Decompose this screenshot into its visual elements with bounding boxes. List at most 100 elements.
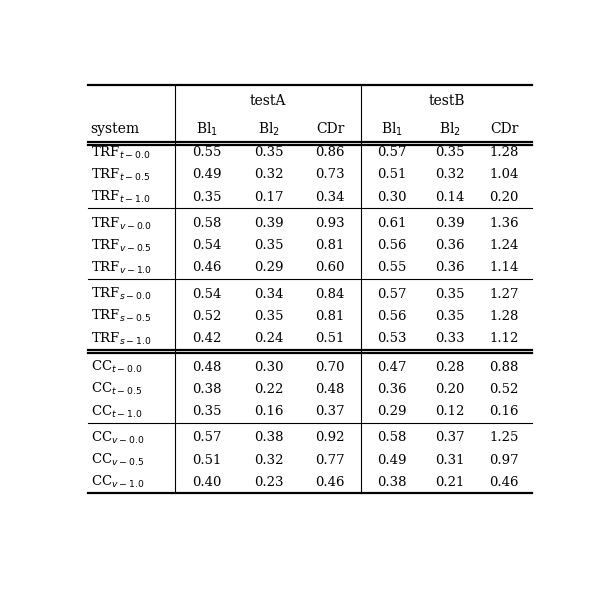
- Text: testB: testB: [428, 94, 465, 108]
- Text: 0.30: 0.30: [254, 360, 284, 374]
- Text: 0.36: 0.36: [377, 383, 407, 396]
- Text: 0.38: 0.38: [377, 476, 407, 489]
- Text: 0.51: 0.51: [193, 453, 222, 466]
- Text: 0.60: 0.60: [315, 261, 344, 274]
- Text: 0.48: 0.48: [193, 360, 222, 374]
- Text: Bl$_2$: Bl$_2$: [258, 120, 280, 138]
- Text: 1.12: 1.12: [489, 332, 519, 345]
- Text: 0.35: 0.35: [254, 146, 284, 159]
- Text: 0.73: 0.73: [315, 168, 345, 182]
- Text: 0.40: 0.40: [193, 476, 222, 489]
- Text: 0.58: 0.58: [193, 217, 222, 230]
- Text: 1.14: 1.14: [489, 261, 519, 274]
- Text: 0.81: 0.81: [315, 310, 344, 323]
- Text: 1.27: 1.27: [489, 288, 519, 300]
- Text: 0.39: 0.39: [435, 217, 464, 230]
- Text: 0.32: 0.32: [435, 168, 464, 182]
- Text: 0.14: 0.14: [435, 191, 464, 204]
- Text: 0.22: 0.22: [254, 383, 284, 396]
- Text: TRF$_{s-1.0}$: TRF$_{s-1.0}$: [91, 330, 151, 346]
- Text: 0.92: 0.92: [315, 431, 344, 444]
- Text: 0.77: 0.77: [315, 453, 345, 466]
- Text: 0.35: 0.35: [435, 146, 464, 159]
- Text: 0.49: 0.49: [193, 168, 222, 182]
- Text: CDr: CDr: [490, 122, 519, 136]
- Text: 0.34: 0.34: [254, 288, 284, 300]
- Text: 0.38: 0.38: [254, 431, 284, 444]
- Text: 0.55: 0.55: [193, 146, 222, 159]
- Text: 0.36: 0.36: [435, 261, 464, 274]
- Text: TRF$_{v-1.0}$: TRF$_{v-1.0}$: [91, 259, 152, 276]
- Text: 0.51: 0.51: [315, 332, 344, 345]
- Text: 0.48: 0.48: [315, 383, 344, 396]
- Text: 0.36: 0.36: [435, 239, 464, 252]
- Text: 1.24: 1.24: [489, 239, 519, 252]
- Text: 0.46: 0.46: [193, 261, 222, 274]
- Text: 0.88: 0.88: [489, 360, 519, 374]
- Text: 0.24: 0.24: [254, 332, 284, 345]
- Text: 0.21: 0.21: [435, 476, 464, 489]
- Text: 0.37: 0.37: [435, 431, 464, 444]
- Text: 1.28: 1.28: [489, 146, 519, 159]
- Text: 0.20: 0.20: [489, 191, 519, 204]
- Text: 0.55: 0.55: [377, 261, 407, 274]
- Text: 0.54: 0.54: [193, 288, 222, 300]
- Text: 0.29: 0.29: [254, 261, 284, 274]
- Text: 0.32: 0.32: [254, 453, 284, 466]
- Text: 1.25: 1.25: [489, 431, 519, 444]
- Text: 0.52: 0.52: [489, 383, 519, 396]
- Text: 0.57: 0.57: [377, 288, 407, 300]
- Text: 0.12: 0.12: [435, 405, 464, 418]
- Text: Bl$_2$: Bl$_2$: [439, 120, 461, 138]
- Text: CC$_{t-0.5}$: CC$_{t-0.5}$: [91, 381, 142, 397]
- Text: 0.33: 0.33: [435, 332, 464, 345]
- Text: 0.97: 0.97: [489, 453, 519, 466]
- Text: 0.34: 0.34: [315, 191, 344, 204]
- Text: 0.84: 0.84: [315, 288, 344, 300]
- Text: 1.04: 1.04: [489, 168, 519, 182]
- Text: TRF$_{v-0.0}$: TRF$_{v-0.0}$: [91, 215, 152, 231]
- Text: 0.49: 0.49: [377, 453, 407, 466]
- Text: 1.28: 1.28: [489, 310, 519, 323]
- Text: 0.52: 0.52: [193, 310, 222, 323]
- Text: 0.39: 0.39: [254, 217, 284, 230]
- Text: TRF$_{t-1.0}$: TRF$_{t-1.0}$: [91, 189, 150, 205]
- Text: 0.35: 0.35: [254, 239, 284, 252]
- Text: TRF$_{t-0.5}$: TRF$_{t-0.5}$: [91, 167, 150, 183]
- Text: TRF$_{s-0.5}$: TRF$_{s-0.5}$: [91, 308, 151, 324]
- Text: CC$_{v-0.0}$: CC$_{v-0.0}$: [91, 430, 144, 446]
- Text: 0.56: 0.56: [377, 310, 407, 323]
- Text: 0.53: 0.53: [377, 332, 407, 345]
- Text: 0.81: 0.81: [315, 239, 344, 252]
- Text: 0.61: 0.61: [377, 217, 407, 230]
- Text: 0.20: 0.20: [435, 383, 464, 396]
- Text: CC$_{v-1.0}$: CC$_{v-1.0}$: [91, 474, 144, 490]
- Text: 0.38: 0.38: [193, 383, 222, 396]
- Text: 0.51: 0.51: [377, 168, 407, 182]
- Text: CC$_{t-1.0}$: CC$_{t-1.0}$: [91, 403, 142, 420]
- Text: 0.37: 0.37: [315, 405, 345, 418]
- Text: 0.93: 0.93: [315, 217, 345, 230]
- Text: system: system: [91, 122, 140, 136]
- Text: CC$_{t-0.0}$: CC$_{t-0.0}$: [91, 359, 142, 375]
- Text: Bl$_1$: Bl$_1$: [381, 120, 403, 138]
- Text: 0.35: 0.35: [193, 191, 222, 204]
- Text: CC$_{v-0.5}$: CC$_{v-0.5}$: [91, 452, 144, 468]
- Text: 0.46: 0.46: [315, 476, 344, 489]
- Text: 0.23: 0.23: [254, 476, 284, 489]
- Text: 0.57: 0.57: [377, 146, 407, 159]
- Text: 0.57: 0.57: [193, 431, 222, 444]
- Text: Bl$_1$: Bl$_1$: [196, 120, 218, 138]
- Text: TRF$_{s-0.0}$: TRF$_{s-0.0}$: [91, 286, 151, 302]
- Text: CDr: CDr: [316, 122, 344, 136]
- Text: 0.58: 0.58: [377, 431, 407, 444]
- Text: 0.46: 0.46: [489, 476, 519, 489]
- Text: 0.86: 0.86: [315, 146, 344, 159]
- Text: 0.30: 0.30: [377, 191, 407, 204]
- Text: 0.35: 0.35: [435, 310, 464, 323]
- Text: 0.42: 0.42: [193, 332, 222, 345]
- Text: TRF$_{t-0.0}$: TRF$_{t-0.0}$: [91, 145, 150, 161]
- Text: 0.35: 0.35: [435, 288, 464, 300]
- Text: 0.17: 0.17: [254, 191, 284, 204]
- Text: 0.54: 0.54: [193, 239, 222, 252]
